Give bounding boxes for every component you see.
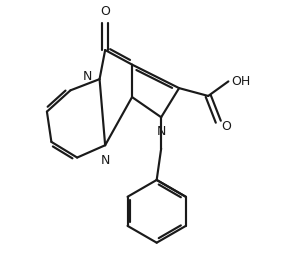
- Text: O: O: [100, 4, 110, 18]
- Text: N: N: [157, 125, 166, 138]
- Text: O: O: [222, 120, 232, 133]
- Text: OH: OH: [232, 75, 251, 88]
- Text: N: N: [100, 154, 110, 167]
- Text: N: N: [82, 70, 92, 83]
